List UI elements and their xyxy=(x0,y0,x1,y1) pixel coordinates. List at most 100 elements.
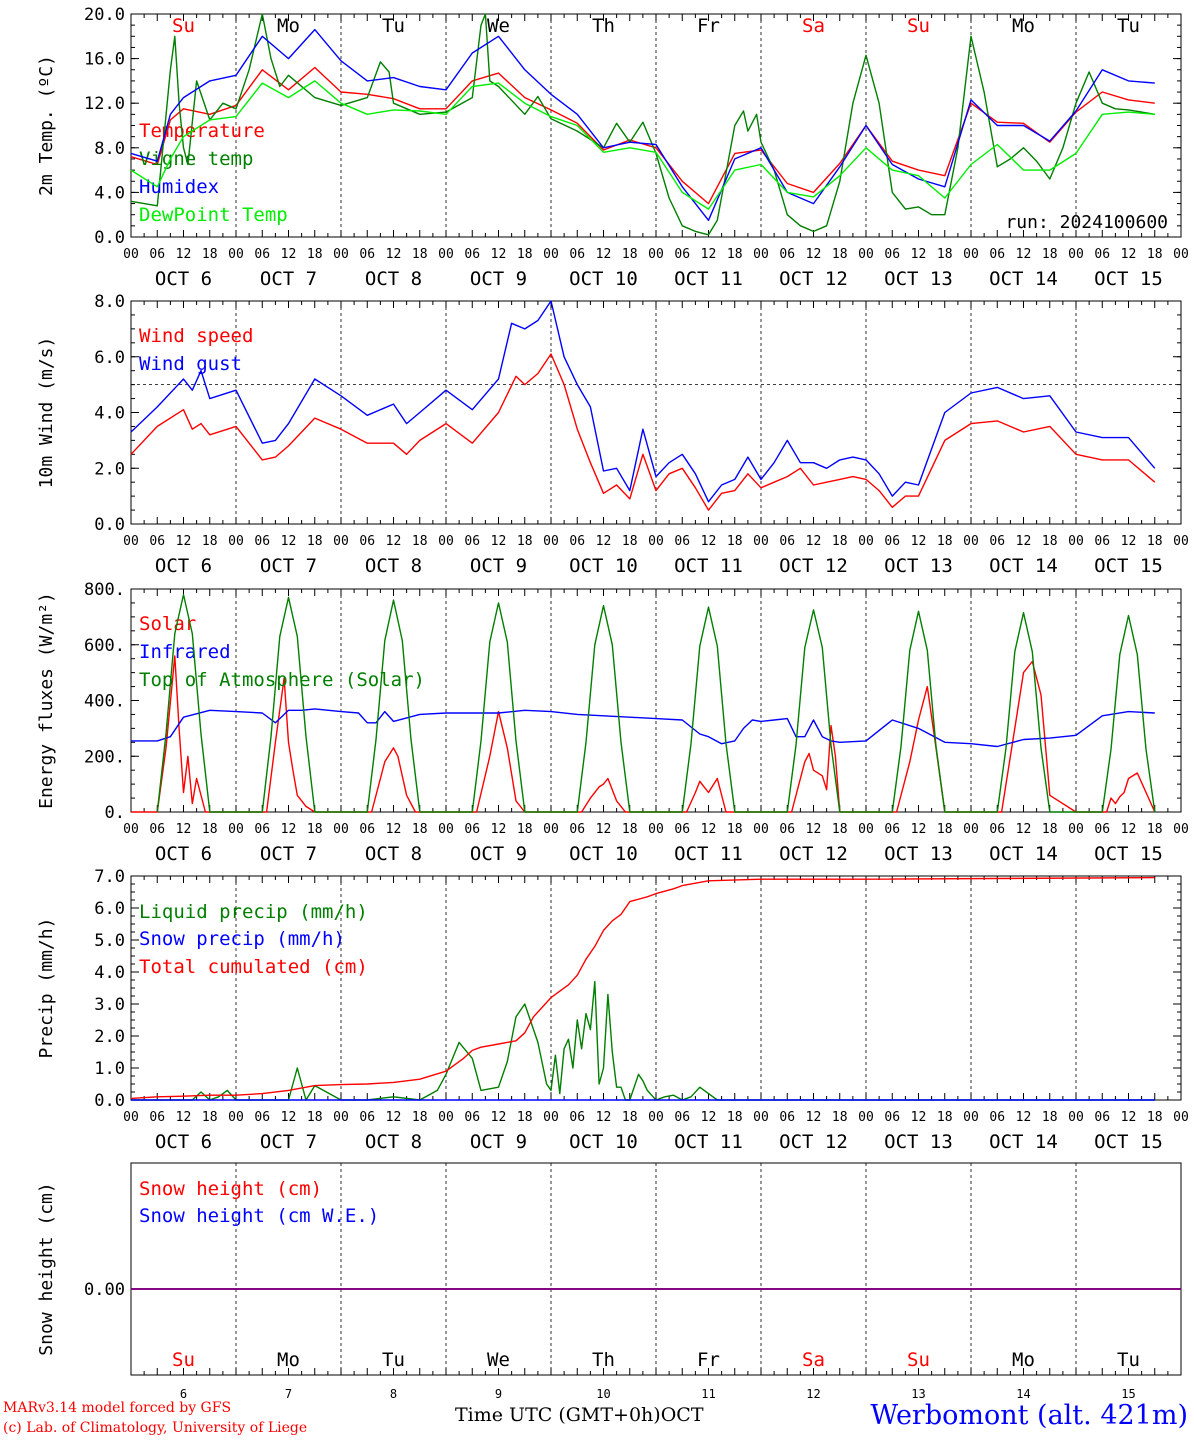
hour-label: 18 xyxy=(307,534,323,549)
hour-label: 06 xyxy=(674,1110,690,1125)
series-line-top-of-atmosphere-solar- xyxy=(156,593,1156,813)
y-tick-label: 7.0 xyxy=(94,867,125,887)
series-line-wind-gust xyxy=(130,300,1156,503)
date-label: OCT 15 xyxy=(1094,555,1163,577)
y-tick-label: 2.0 xyxy=(94,459,125,479)
hour-label: 12 xyxy=(281,1110,297,1125)
hour-label: 12 xyxy=(911,1110,927,1125)
date-label: OCT 6 xyxy=(155,268,212,290)
hour-label: 00 xyxy=(648,247,664,262)
hour-label: 18 xyxy=(937,822,953,837)
hour-label: 06 xyxy=(1094,822,1110,837)
hour-label: 00 xyxy=(963,1110,979,1125)
hour-label: 00 xyxy=(438,822,454,837)
hour-label: 00 xyxy=(753,247,769,262)
hour-label: 12 xyxy=(806,822,822,837)
hour-label: 18 xyxy=(832,534,848,549)
weekday-label: Tu xyxy=(1117,1349,1140,1371)
series-line-liquid-precip-mm-h- xyxy=(131,980,1155,1101)
series-line-wind-speed xyxy=(130,353,1156,511)
y-axis-title: 10m Wind (m/s) xyxy=(36,337,57,489)
hour-label: 06 xyxy=(779,1110,795,1125)
model-credit: MARv3.14 model forced by GFS xyxy=(3,1400,232,1416)
hour-label: 18 xyxy=(1042,822,1058,837)
y-tick-label: 0.0 xyxy=(94,515,125,535)
hour-label: 00 xyxy=(228,822,244,837)
hour-label: 00 xyxy=(543,822,559,837)
day-number-label: 12 xyxy=(806,1387,820,1401)
series-line-vigne-temp xyxy=(130,13,1155,236)
y-tick-label: 0.00 xyxy=(84,1280,125,1300)
hour-label: 12 xyxy=(176,1110,192,1125)
hour-label: 12 xyxy=(491,247,507,262)
y-axis-title: Energy fluxes (W/m²) xyxy=(36,592,57,809)
day-number-label: 9 xyxy=(495,1387,502,1401)
day-number-label: 6 xyxy=(180,1387,187,1401)
hour-label: 18 xyxy=(1147,534,1163,549)
hour-label: 18 xyxy=(202,534,218,549)
hour-label: 18 xyxy=(622,1110,638,1125)
hour-label: 06 xyxy=(989,822,1005,837)
hour-label: 00 xyxy=(648,1110,664,1125)
hour-label: 06 xyxy=(254,1110,270,1125)
date-label: OCT 8 xyxy=(365,1131,422,1153)
y-tick-label: 0.0 xyxy=(94,228,125,248)
hour-label: 12 xyxy=(1121,822,1137,837)
hour-label: 12 xyxy=(596,534,612,549)
day-number-label: 11 xyxy=(701,1387,715,1401)
hour-label: 06 xyxy=(464,822,480,837)
weekday-label: We xyxy=(487,1349,510,1371)
legend-label: Top of Atmosphere (Solar) xyxy=(139,669,425,691)
hour-label: 18 xyxy=(202,247,218,262)
y-tick-label: 200. xyxy=(84,747,125,767)
hour-label: 06 xyxy=(254,534,270,549)
hour-label: 18 xyxy=(727,534,743,549)
hour-label: 06 xyxy=(1094,247,1110,262)
weekday-label: Fr xyxy=(697,1349,720,1371)
legend-label: Infrared xyxy=(139,641,231,663)
legend-label: Snow height (cm W.E.) xyxy=(139,1205,379,1227)
y-tick-label: 6.0 xyxy=(94,899,125,919)
hour-label: 18 xyxy=(412,1110,428,1125)
hour-label: 12 xyxy=(701,1110,717,1125)
hour-label: 18 xyxy=(937,534,953,549)
hour-label: 00 xyxy=(543,534,559,549)
hour-label: 12 xyxy=(806,534,822,549)
hour-label: 18 xyxy=(307,822,323,837)
y-axis-title: Snow height (cm) xyxy=(36,1182,57,1355)
weekday-label: Mo xyxy=(1012,1349,1035,1371)
hour-label: 12 xyxy=(701,822,717,837)
date-label: OCT 11 xyxy=(674,843,743,865)
hour-label: 00 xyxy=(1173,534,1189,549)
series-line-infrared xyxy=(131,708,1155,748)
y-tick-label: 2.0 xyxy=(94,1027,125,1047)
y-tick-label: 1.0 xyxy=(94,1059,125,1079)
hour-label: 06 xyxy=(779,822,795,837)
hour-label: 00 xyxy=(123,247,139,262)
hour-label: 06 xyxy=(674,534,690,549)
hour-label: 18 xyxy=(832,247,848,262)
hour-label: 12 xyxy=(1121,1110,1137,1125)
hour-label: 00 xyxy=(963,534,979,549)
hour-label: 12 xyxy=(491,534,507,549)
hour-label: 06 xyxy=(884,822,900,837)
weekday-label: Su xyxy=(907,15,930,37)
hour-label: 06 xyxy=(149,534,165,549)
date-label: OCT 11 xyxy=(674,555,743,577)
series-line-temperature xyxy=(130,66,1155,205)
legend-label: Solar xyxy=(139,613,196,635)
day-number-label: 8 xyxy=(390,1387,397,1401)
date-label: OCT 11 xyxy=(674,1131,743,1153)
hour-label: 18 xyxy=(832,822,848,837)
hour-label: 06 xyxy=(779,534,795,549)
y-axis-title: 2m Temp. (ºC) xyxy=(36,55,57,196)
hour-label: 18 xyxy=(1147,822,1163,837)
y-tick-label: 3.0 xyxy=(94,995,125,1015)
hour-label: 00 xyxy=(123,822,139,837)
hour-label: 00 xyxy=(1068,822,1084,837)
hour-label: 06 xyxy=(254,247,270,262)
date-label: OCT 10 xyxy=(569,268,638,290)
hour-label: 00 xyxy=(543,247,559,262)
date-label: OCT 14 xyxy=(989,555,1058,577)
hour-label: 12 xyxy=(1016,534,1032,549)
